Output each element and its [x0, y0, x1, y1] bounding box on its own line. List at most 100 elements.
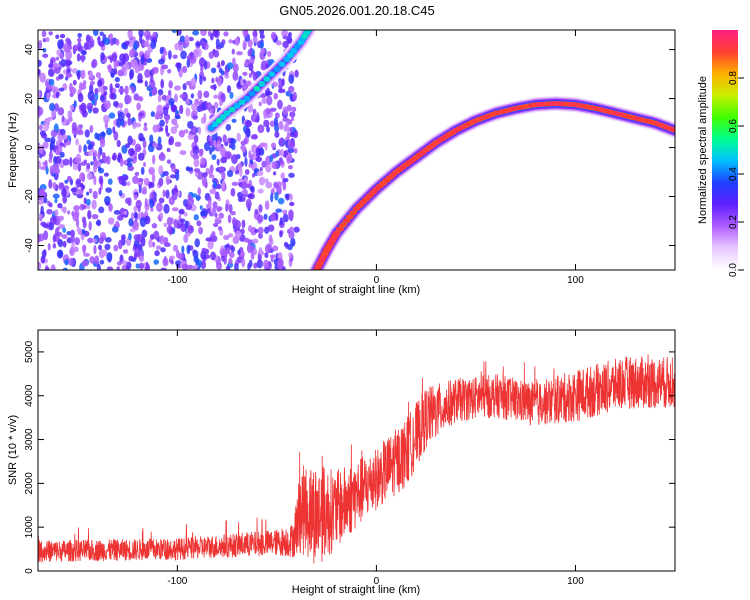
noise-speckle: [66, 59, 71, 65]
noise-speckle: [248, 62, 254, 72]
noise-speckle: [111, 53, 118, 62]
noise-speckle: [137, 178, 144, 183]
noise-speckle: [59, 52, 64, 60]
noise-speckle: [119, 53, 126, 63]
upper-trace-point: [290, 47, 298, 54]
noise-speckle: [277, 99, 283, 110]
colorbar-tick-label: 0.2: [728, 215, 739, 229]
noise-speckle: [88, 188, 93, 194]
noise-speckle: [226, 85, 232, 94]
noise-speckle: [49, 102, 56, 112]
noise-speckle: [288, 139, 296, 150]
noise-speckle: [48, 78, 55, 86]
noise-speckle: [106, 266, 114, 270]
noise-speckle: [265, 164, 272, 173]
noise-speckle: [98, 244, 102, 251]
noise-speckle: [259, 41, 264, 49]
main-arc-point: [671, 127, 675, 133]
noise-speckle: [188, 36, 194, 42]
noise-speckle: [113, 68, 118, 75]
noise-speckle: [89, 80, 95, 86]
noise-speckle: [271, 161, 278, 169]
noise-speckle: [281, 30, 289, 37]
noise-speckle: [230, 137, 235, 144]
noise-speckle: [241, 219, 246, 229]
snr-marks: [37, 354, 676, 564]
noise-speckle: [211, 77, 215, 84]
noise-speckle: [236, 132, 241, 142]
noise-speckle: [259, 30, 265, 36]
noise-speckle: [288, 85, 295, 93]
noise-speckle: [175, 110, 179, 115]
noise-speckle: [149, 75, 154, 83]
noise-speckle: [81, 50, 87, 56]
noise-speckle: [162, 189, 166, 198]
noise-speckle: [192, 114, 198, 120]
noise-speckle: [98, 237, 104, 244]
noise-speckle: [107, 178, 113, 185]
noise-speckle: [73, 100, 77, 109]
noise-speckle: [57, 215, 65, 221]
noise-speckle: [229, 91, 234, 99]
noise-speckle: [228, 39, 233, 44]
noise-speckle: [116, 266, 120, 270]
noise-speckle: [99, 138, 106, 148]
noise-speckle: [38, 145, 44, 154]
noise-speckle: [223, 70, 229, 76]
noise-speckle: [280, 148, 284, 157]
noise-speckle: [247, 39, 253, 48]
noise-speckle: [231, 48, 235, 55]
noise-speckle: [76, 129, 84, 136]
noise-speckle: [160, 247, 166, 253]
noise-speckle: [153, 230, 160, 240]
noise-speckle: [281, 78, 285, 87]
noise-speckle: [57, 107, 65, 116]
upper-trace-point: [248, 90, 256, 97]
noise-speckle: [195, 41, 201, 47]
noise-speckle: [221, 39, 226, 45]
noise-speckle: [273, 117, 278, 126]
noise-speckle: [126, 261, 132, 270]
noise-speckle: [269, 254, 276, 259]
noise-speckle: [255, 147, 261, 158]
noise-speckle: [245, 198, 252, 209]
y-tick-label: 2000: [24, 472, 35, 495]
noise-speckle: [77, 92, 84, 103]
noise-speckle: [184, 129, 189, 134]
noise-speckle: [215, 76, 219, 83]
noise-speckle: [272, 171, 277, 176]
noise-speckle: [139, 217, 147, 228]
noise-speckle: [248, 72, 252, 78]
noise-speckle: [98, 206, 105, 214]
noise-speckle: [69, 104, 74, 111]
main-arc: [309, 96, 675, 270]
noise-speckle: [89, 125, 94, 134]
noise-speckle: [175, 249, 180, 259]
noise-speckle: [86, 162, 91, 170]
noise-speckle: [234, 37, 240, 46]
noise-speckle: [62, 240, 67, 248]
noise-speckle: [287, 147, 295, 154]
noise-speckle: [258, 204, 263, 213]
noise-speckle: [200, 260, 207, 270]
noise-speckle: [211, 154, 217, 160]
noise-speckle: [131, 85, 135, 94]
noise-speckle: [273, 183, 280, 189]
noise-speckle: [82, 80, 87, 86]
noise-speckle: [264, 142, 268, 151]
noise-speckle: [40, 205, 44, 216]
noise-speckle: [114, 82, 120, 89]
noise-speckle: [69, 246, 75, 257]
colorbar-tick-label: 0.8: [728, 71, 739, 85]
noise-speckle: [197, 126, 202, 135]
noise-speckle: [116, 261, 122, 266]
noise-speckle: [186, 244, 191, 255]
noise-speckle: [232, 57, 236, 65]
noise-speckle: [42, 47, 47, 53]
noise-speckle: [168, 226, 173, 236]
noise-speckle: [75, 178, 82, 188]
noise-speckle: [221, 171, 226, 181]
noise-speckle: [259, 93, 267, 99]
spectrogram-marks: [38, 30, 675, 270]
noise-speckle: [292, 91, 298, 102]
